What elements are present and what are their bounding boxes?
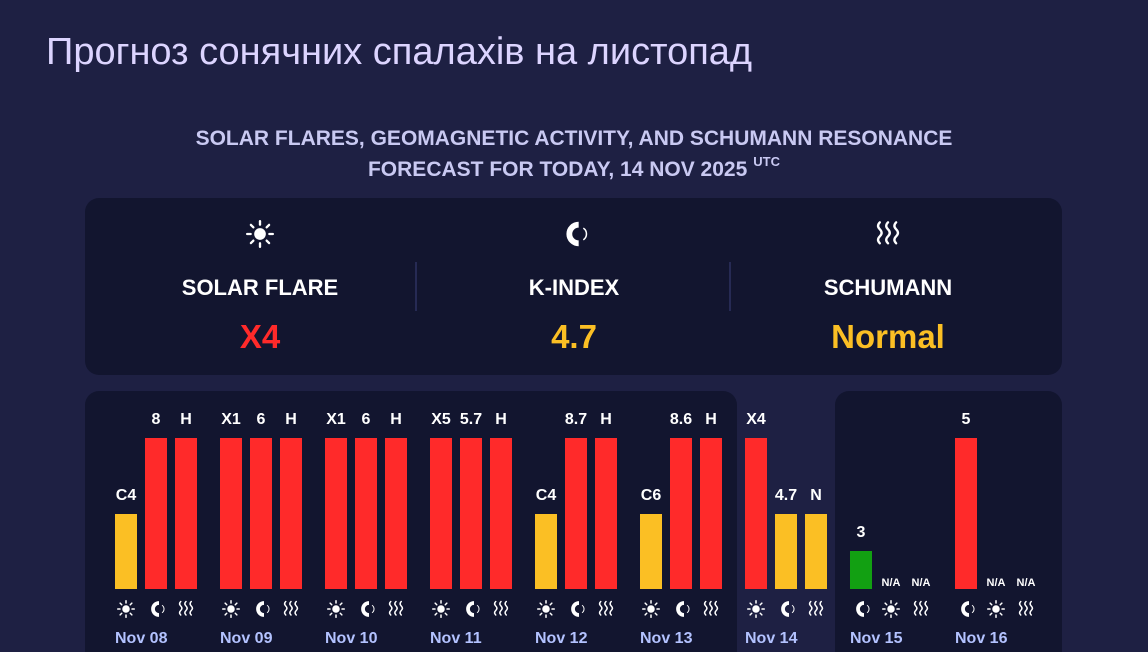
days: C4 8 H Nov 08 X1 6 H Nov 09 X1 6 H Nov 10 X5 5.7 H Nov … (115, 411, 1036, 647)
bar-label: H (285, 411, 297, 428)
bar-label: X4 (746, 411, 766, 428)
summary-label: SCHUMANN (824, 275, 952, 300)
bar (355, 438, 377, 589)
icon-sun (747, 600, 765, 618)
bar (280, 438, 302, 589)
bar-label: 8.7 (565, 411, 587, 428)
bar-label-na: N/A (912, 577, 931, 589)
icon-sun (222, 600, 240, 618)
icon-sun (987, 600, 1005, 618)
day-date: Nov 09 (220, 630, 273, 647)
day-date: Nov 13 (640, 630, 693, 647)
bar-label: C4 (116, 487, 137, 504)
summary-value: X4 (240, 318, 281, 355)
bar-label: X1 (326, 411, 346, 428)
bar (565, 438, 587, 589)
bar-label: X1 (221, 411, 241, 428)
bar (385, 438, 407, 589)
bar (850, 551, 872, 589)
forecast-heading-line2: FORECAST FOR TODAY, 14 NOV 2025 UTC (368, 154, 781, 181)
utc-label: UTC (753, 154, 780, 169)
bar (250, 438, 272, 589)
bar-label: H (180, 411, 192, 428)
bar-label: C6 (641, 487, 662, 504)
bar-label: 8.6 (670, 411, 692, 428)
bar (670, 438, 692, 589)
icon-sun (642, 600, 660, 618)
bar (145, 438, 167, 589)
bar (805, 514, 827, 589)
bar (220, 438, 242, 589)
bar-label: N (810, 487, 822, 504)
bar (175, 438, 197, 589)
bar-label-na: N/A (987, 577, 1006, 589)
summary-value: 4.7 (551, 318, 597, 355)
bar (700, 438, 722, 589)
bar-label-na: N/A (882, 577, 901, 589)
icon-waves (808, 600, 824, 616)
day-date: Nov 10 (325, 630, 378, 647)
bar-label: H (390, 411, 402, 428)
bar (490, 438, 512, 589)
page-title: Прогноз сонячних спалахів на листопад (46, 31, 752, 73)
bar-label: 6 (362, 411, 371, 428)
day-date: Nov 14 (745, 630, 798, 647)
icon-sun (432, 600, 450, 618)
day-date: Nov 12 (535, 630, 588, 647)
forecast-date: FORECAST FOR TODAY, 14 NOV 2025 (368, 158, 748, 181)
bar (745, 438, 767, 589)
bar (430, 438, 452, 589)
day-date: Nov 16 (955, 630, 1008, 647)
summary-label: SOLAR FLARE (182, 275, 338, 300)
icon-sun (882, 600, 900, 618)
forecast-heading: SOLAR FLARES, GEOMAGNETIC ACTIVITY, AND … (196, 127, 953, 150)
bar (775, 514, 797, 589)
icon-sun (117, 600, 135, 618)
bar (595, 438, 617, 589)
summary: SOLAR FLARE X4 K-INDEX 4.7 SCHUMANN Normal (182, 220, 952, 355)
bar-label: H (600, 411, 612, 428)
bar-label: 5.7 (460, 411, 482, 428)
icon-sun (327, 600, 345, 618)
day-date: Nov 15 (850, 630, 903, 647)
bar-label: H (495, 411, 507, 428)
day-date: Nov 11 (430, 630, 482, 647)
bar-label-na: N/A (1017, 577, 1036, 589)
bar (955, 438, 977, 589)
icon-magnet (781, 601, 795, 617)
icon-sun (537, 600, 555, 618)
day-date: Nov 08 (115, 630, 168, 647)
bar-label: 8 (152, 411, 161, 428)
bar-label: 5 (962, 411, 971, 428)
bar (115, 514, 137, 589)
bar-label: X5 (431, 411, 451, 428)
bar-label: H (705, 411, 717, 428)
summary-label: K-INDEX (529, 275, 620, 300)
bar-label: 6 (257, 411, 266, 428)
bar-label: C4 (536, 487, 557, 504)
bar-label: 3 (857, 524, 866, 541)
bar (640, 514, 662, 589)
future-panel (835, 391, 1062, 652)
bar (325, 438, 347, 589)
bar-label: 4.7 (775, 487, 797, 504)
bar (460, 438, 482, 589)
summary-value: Normal (831, 318, 945, 355)
bar (535, 514, 557, 589)
summary-panel (85, 198, 1062, 375)
